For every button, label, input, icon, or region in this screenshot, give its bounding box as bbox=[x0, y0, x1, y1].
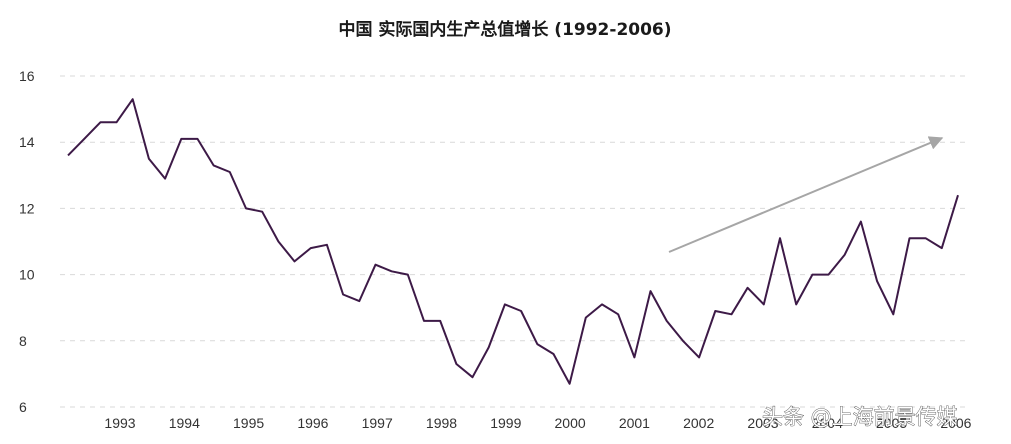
x-tick-label: 1999 bbox=[490, 415, 521, 431]
x-tick-label: 2001 bbox=[619, 415, 650, 431]
y-tick-label: 16 bbox=[19, 68, 35, 84]
y-tick-label: 6 bbox=[19, 399, 27, 415]
x-tick-label: 2005 bbox=[876, 415, 907, 431]
x-tick-label: 1998 bbox=[426, 415, 457, 431]
x-tick-label: 2002 bbox=[683, 415, 714, 431]
y-axis-ticks: 6 8 10 12 14 16 bbox=[19, 68, 35, 415]
y-tick-label: 8 bbox=[19, 333, 27, 349]
y-tick-label: 10 bbox=[19, 267, 35, 283]
x-tick-label: 2004 bbox=[812, 415, 843, 431]
x-tick-label: 2003 bbox=[747, 415, 778, 431]
x-axis-ticks: 1993 1994 1995 1996 1997 1998 1999 2000 2001 2002… bbox=[104, 415, 971, 431]
x-tick-label: 2006 bbox=[940, 415, 971, 431]
y-tick-label: 12 bbox=[19, 200, 35, 216]
grid-lines bbox=[60, 75, 968, 408]
x-tick-label: 1995 bbox=[233, 415, 264, 431]
y-tick-label: 14 bbox=[19, 134, 35, 150]
watermark: 头条 @上海前景传媒 bbox=[762, 405, 958, 429]
series-line bbox=[67, 98, 959, 385]
trend-arrow bbox=[668, 136, 944, 253]
x-tick-label: 1996 bbox=[297, 415, 328, 431]
x-tick-label: 1994 bbox=[169, 415, 200, 431]
x-tick-label: 2000 bbox=[555, 415, 586, 431]
x-tick-label: 1997 bbox=[362, 415, 393, 431]
x-tick-label: 1993 bbox=[104, 415, 135, 431]
chart-title: 中国 实际国内生产总值增长 (1992-2006) bbox=[338, 19, 671, 40]
